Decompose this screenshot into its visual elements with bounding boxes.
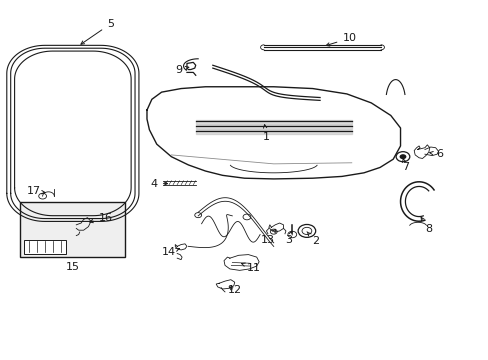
Text: 13: 13 — [261, 229, 275, 245]
Circle shape — [399, 154, 406, 159]
Text: 3: 3 — [285, 231, 292, 245]
Text: 4: 4 — [150, 179, 167, 189]
Text: 7: 7 — [401, 159, 408, 172]
Text: 14: 14 — [162, 247, 179, 257]
Text: 5: 5 — [81, 19, 114, 44]
Text: 12: 12 — [227, 285, 241, 296]
Text: 8: 8 — [420, 217, 431, 234]
Text: 1: 1 — [263, 125, 269, 142]
Text: 6: 6 — [429, 149, 442, 159]
Text: 9: 9 — [175, 64, 188, 75]
Text: 15: 15 — [66, 262, 80, 272]
Bar — [20, 202, 125, 257]
Text: 10: 10 — [325, 33, 356, 46]
Text: 11: 11 — [241, 263, 261, 273]
Text: 16: 16 — [90, 213, 112, 223]
Bar — [24, 240, 65, 253]
Text: 17: 17 — [27, 186, 45, 197]
Text: 2: 2 — [306, 232, 318, 246]
